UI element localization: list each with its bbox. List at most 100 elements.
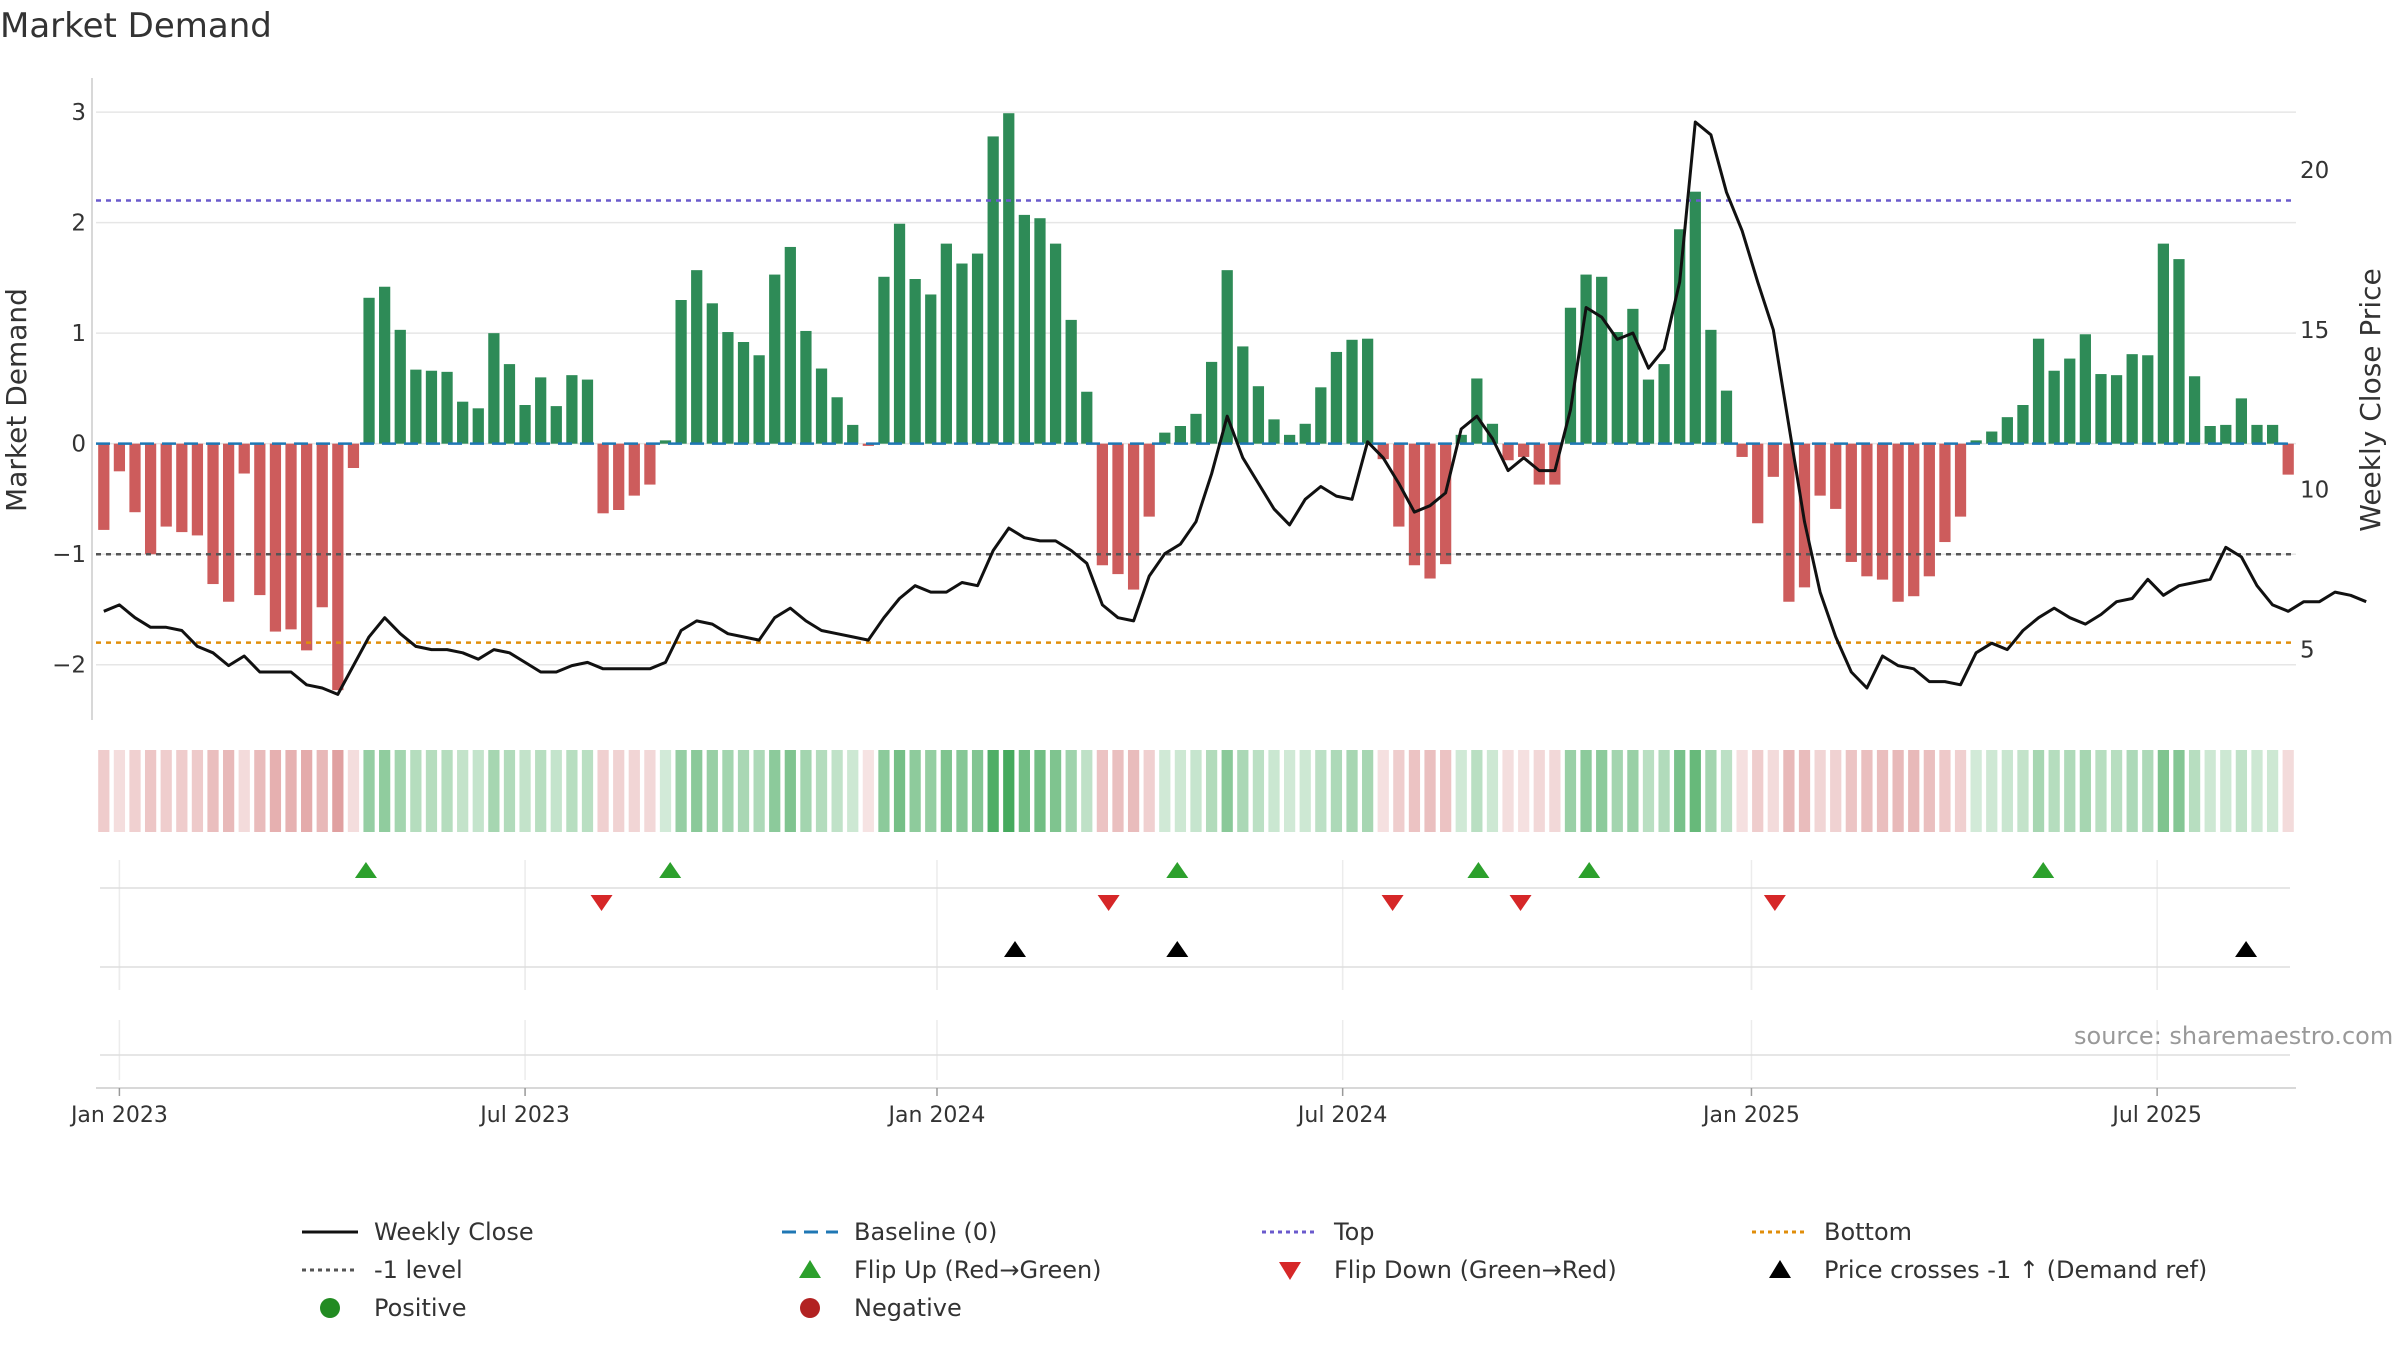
demand-bar xyxy=(285,443,297,630)
demand-bar xyxy=(1237,346,1249,444)
demand-bar xyxy=(1814,443,1826,496)
legend-item-flip-down: Flip Down (Green→Red) xyxy=(1260,1252,1617,1288)
demand-bar xyxy=(316,443,328,608)
strip-cell xyxy=(2001,750,2013,832)
strip-cell xyxy=(1377,750,1389,832)
strip-cell xyxy=(1034,750,1046,832)
strip-cell xyxy=(254,750,266,832)
demand-bar xyxy=(1346,339,1358,444)
legend-label: Top xyxy=(1334,1218,1375,1246)
strip-cell xyxy=(1424,750,1436,832)
demand-bar xyxy=(769,274,781,444)
demand-bar xyxy=(1299,423,1311,444)
strip-cell xyxy=(1081,750,1093,832)
demand-bar xyxy=(1580,274,1592,444)
y-tick-label: −2 xyxy=(52,653,86,679)
legend-swatch-top xyxy=(1260,1214,1320,1250)
demand-bar xyxy=(1954,443,1967,517)
strip-cell xyxy=(1533,750,1545,832)
chart-title: Market Demand xyxy=(0,6,272,46)
strip-cell xyxy=(2235,750,2248,832)
flip-down-icon xyxy=(1260,1252,1320,1288)
demand-bar xyxy=(2048,370,2060,444)
legend-item-minus-one: -1 level xyxy=(300,1252,463,1288)
demand-bar xyxy=(1252,386,1265,444)
weekly-close-line xyxy=(103,120,2367,696)
strip-cell xyxy=(519,750,531,832)
legend-item-flip-up: Flip Up (Red→Green) xyxy=(780,1252,1102,1288)
demand-bar xyxy=(2235,398,2248,444)
strip-cell xyxy=(1845,750,1857,832)
legend-item-negative: Negative xyxy=(780,1290,962,1326)
strip-cell xyxy=(925,750,937,832)
strip-cell xyxy=(2204,750,2216,832)
strip-cell xyxy=(1689,750,1701,832)
strip-cell xyxy=(1127,750,1140,832)
strip-cell xyxy=(347,750,360,832)
strip-cell xyxy=(363,750,375,832)
strip-cell xyxy=(1284,750,1296,832)
demand-bar xyxy=(1752,443,1764,524)
demand-bar xyxy=(301,443,313,651)
demand-bar xyxy=(597,443,609,514)
demand-bar xyxy=(410,369,422,444)
strip-cell xyxy=(597,750,609,832)
strip-cell xyxy=(940,750,952,832)
demand-bar xyxy=(2173,259,2185,444)
demand-bar xyxy=(1923,443,1935,577)
x-tick-label: Jul 2024 xyxy=(1296,1103,1388,1128)
demand-bar xyxy=(1518,443,1530,457)
demand-bar xyxy=(1330,351,1343,444)
y-tick-label: 3 xyxy=(71,100,86,126)
strip-cell xyxy=(1798,750,1811,832)
strip-cell xyxy=(113,750,126,832)
demand-bar xyxy=(659,440,672,444)
strip-cell xyxy=(1486,750,1499,832)
strip-cell xyxy=(1190,750,1202,832)
strip-cell xyxy=(1408,750,1421,832)
strip-cell xyxy=(2251,750,2263,832)
y-tick-label: 2 xyxy=(71,211,86,237)
demand-bar xyxy=(2266,424,2279,444)
strip-cell xyxy=(2064,750,2076,832)
x-tick-label: Jul 2023 xyxy=(478,1103,570,1128)
demand-heat-strip xyxy=(98,750,2294,832)
legend-label: Price crosses -1 ↑ (Demand ref) xyxy=(1824,1256,2208,1284)
positive-dot-icon xyxy=(300,1290,360,1326)
strip-cell xyxy=(644,750,656,832)
demand-bar xyxy=(1221,270,1233,444)
demand-bar xyxy=(925,294,937,444)
legend-swatch-bottom xyxy=(1750,1214,1810,1250)
strip-cell xyxy=(1549,750,1561,832)
demand-bar xyxy=(628,443,640,496)
demand-bar xyxy=(457,401,469,444)
reference-lines xyxy=(96,199,2296,644)
strip-cell xyxy=(2282,750,2294,832)
strip-cell xyxy=(1518,750,1530,832)
demand-bar xyxy=(1049,243,1062,444)
demand-bar xyxy=(956,263,968,444)
legend-item-weekly-close: Weekly Close xyxy=(300,1214,534,1250)
demand-bar xyxy=(1533,443,1545,485)
legend-label: Flip Up (Red→Green) xyxy=(854,1256,1102,1284)
negative-dot-icon xyxy=(780,1290,840,1326)
x-axis: Jan 2023 Jul 2023 Jan 2024 Jul 2024 Jan 2025… xyxy=(69,1087,2296,1128)
demand-bar xyxy=(847,424,859,444)
demand-bar xyxy=(1362,338,1374,444)
demand-bar xyxy=(1440,443,1452,565)
demand-bar xyxy=(1065,319,1077,444)
strip-cell xyxy=(301,750,313,832)
event-markers xyxy=(100,862,2290,1056)
demand-bar xyxy=(2188,376,2201,444)
strip-cell xyxy=(1346,750,1358,832)
demand-bar xyxy=(535,377,547,444)
strip-cell xyxy=(1159,750,1171,832)
strip-cell xyxy=(1018,750,1030,832)
demand-bar xyxy=(1783,443,1795,602)
x-tick-label: Jan 2024 xyxy=(887,1103,986,1128)
legend-swatch-weekly-close xyxy=(300,1214,360,1250)
strip-cell xyxy=(956,750,968,832)
strip-cell xyxy=(1221,750,1233,832)
flip-up-marker xyxy=(1166,862,1189,878)
legend-item-top: Top xyxy=(1260,1214,1375,1250)
